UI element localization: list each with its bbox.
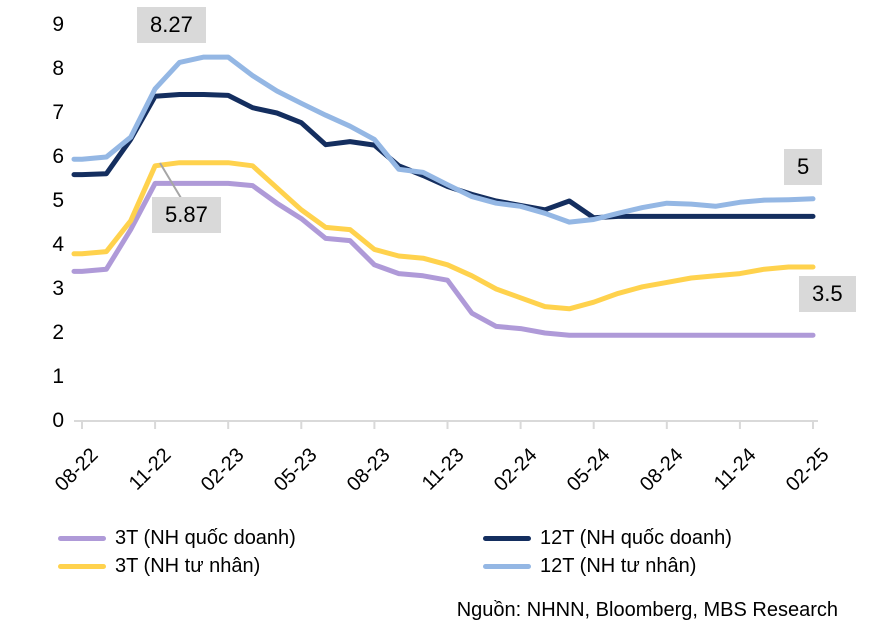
annotation-label: 5.87: [152, 197, 221, 233]
legend-item-3: 12T (NH tư nhân): [483, 555, 848, 578]
legend-label: 12T (NH tư nhân): [540, 554, 697, 577]
legend-label: 3T (NH tư nhân): [115, 554, 261, 577]
y-axis-label: 5: [52, 189, 64, 212]
series-line-3: [71, 54, 816, 225]
y-axis-label: 4: [52, 233, 64, 256]
y-axis-label: 3: [52, 277, 64, 300]
legend-item-0: 3T (NH quốc doanh): [58, 527, 483, 550]
legend-swatch: [58, 535, 106, 541]
legend-label: 3T (NH quốc doanh): [115, 526, 296, 549]
y-axis-label: 1: [52, 365, 64, 388]
series-line-0: [71, 180, 816, 338]
series-line-2: [71, 160, 816, 312]
legend-swatch: [58, 563, 106, 569]
legend: 3T (NH quốc doanh) 12T (NH quốc doanh) 3T …: [58, 524, 848, 580]
legend-swatch: [483, 563, 531, 569]
y-axis-label: 0: [52, 409, 64, 432]
legend-label: 12T (NH quốc doanh): [540, 526, 732, 549]
annotation-callout-line: [159, 162, 182, 199]
legend-swatch: [483, 535, 531, 541]
y-axis-label: 9: [52, 13, 64, 36]
annotation-label: 5: [784, 149, 823, 185]
annotation-label: 3.5: [799, 276, 856, 312]
source-note: Nguồn: NHNN, Bloomberg, MBS Research: [456, 599, 838, 621]
y-axis-label: 8: [52, 57, 64, 80]
y-axis-label: 2: [52, 321, 64, 344]
line-chart-canvas: [71, 54, 818, 429]
y-axis-label: 7: [52, 101, 64, 124]
legend-item-1: 12T (NH quốc doanh): [483, 527, 848, 550]
y-axis-label: 6: [52, 145, 64, 168]
legend-item-2: 3T (NH tư nhân): [58, 555, 483, 578]
annotation-label: 8.27: [137, 7, 206, 43]
